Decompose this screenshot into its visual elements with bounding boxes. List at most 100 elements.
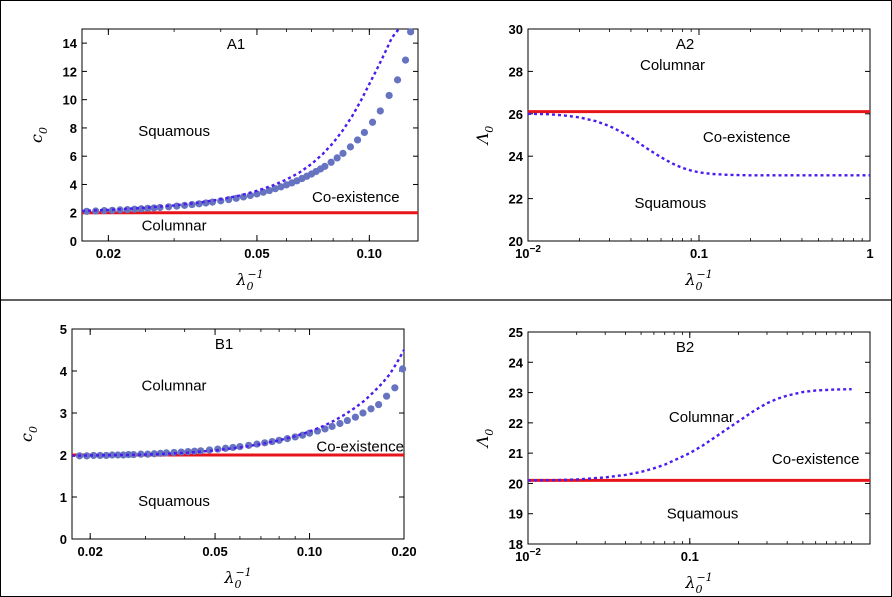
data-point	[385, 91, 393, 100]
x-axis-title: λ0−1	[235, 268, 263, 293]
y-tick-label: 20	[509, 476, 523, 491]
region-label: Squamous	[138, 123, 210, 140]
region-label: Co-existence	[772, 451, 860, 468]
x-axis-title: λ0−1	[684, 268, 712, 293]
x-axis-title-superscript: −1	[696, 571, 712, 584]
y-tick-label: 26	[509, 107, 523, 122]
data-point	[367, 405, 375, 413]
x-axis-title: λ0−1	[223, 566, 251, 591]
region-label: Columnar	[640, 57, 705, 74]
x-axis-title-superscript: −1	[696, 268, 712, 281]
y-axis-title-subscript: 0	[27, 426, 40, 433]
region-label: Squamous	[138, 493, 210, 510]
x-tick-label: 0.1	[681, 549, 699, 564]
data-point	[83, 207, 91, 215]
data-point	[144, 450, 152, 458]
y-tick-label: 2	[60, 448, 67, 463]
x-tick-label: 0.05	[244, 246, 269, 261]
data-point	[336, 419, 344, 428]
data-point	[346, 143, 355, 151]
data-point	[391, 384, 399, 392]
x-axis-title-subscript: 0	[695, 583, 702, 596]
data-point	[229, 443, 237, 452]
data-point	[376, 107, 384, 115]
y-axis-title: Λ0	[473, 429, 496, 450]
x-axis-title-subscript: 0	[234, 578, 241, 591]
y-tick-label: 19	[509, 507, 523, 522]
y-tick-label: 3	[60, 406, 67, 421]
y-tick-label: 24	[509, 355, 524, 370]
data-point	[268, 437, 276, 446]
data-point	[327, 158, 335, 166]
data-point	[217, 197, 225, 205]
x-tick-label: 1	[866, 246, 873, 261]
data-point	[271, 185, 279, 193]
y-tick-label: 6	[70, 149, 77, 164]
y-tick-label: 25	[509, 325, 523, 340]
y-axis-title: Λ0	[473, 126, 496, 147]
panel-b2: 18 19 20 21 22 23 24 25 10−2 0.1 Columnar Co-existe…	[473, 325, 871, 596]
dotted-curve	[527, 388, 852, 482]
data-point	[108, 451, 116, 459]
region-label: Columnar	[142, 217, 207, 234]
y-tick-label: 18	[509, 537, 523, 552]
data-point	[401, 56, 410, 64]
panel-label: A1	[227, 36, 245, 53]
data-point	[321, 162, 329, 170]
region-label: Co-existence	[703, 129, 791, 146]
y-tick-label: 0	[60, 532, 67, 547]
data-point	[353, 136, 362, 144]
y-tick-label: 28	[509, 64, 523, 79]
dotted-curve	[527, 112, 870, 177]
data-point	[275, 436, 283, 444]
data-point	[393, 76, 402, 84]
x-tick-label-exponent: −2	[530, 547, 542, 558]
y-tick-label: 2	[70, 206, 77, 221]
data-point	[328, 422, 336, 431]
x-tick-label: 0.02	[78, 544, 103, 559]
region-label: Squamous	[634, 195, 706, 212]
x-axis-title: λ0−1	[684, 571, 712, 596]
region-label: Squamous	[667, 506, 739, 523]
data-point	[253, 440, 261, 448]
data-point	[359, 409, 367, 417]
data-point	[343, 416, 351, 425]
panel-a2: 20 22 24 26 28 30 10−2 0.1 1 Columnar Co-existence…	[473, 22, 874, 293]
x-tick-label: 0.20	[391, 544, 416, 559]
panel-label: A2	[676, 36, 694, 53]
data-point	[277, 183, 285, 191]
data-point	[150, 450, 158, 458]
y-axis-title: c0	[17, 426, 40, 442]
data-point	[351, 413, 359, 421]
y-tick-label: 8	[70, 121, 77, 136]
x-tick-label: 0.02	[96, 246, 121, 261]
data-point	[368, 118, 377, 126]
x-axis-title-superscript: −1	[235, 566, 251, 579]
x-tick-label: 0.05	[202, 544, 227, 559]
y-axis-title-subscript: 0	[483, 429, 496, 436]
y-tick-label: 30	[509, 22, 523, 37]
x-axis-title-subscript: 0	[695, 280, 702, 293]
panel-b1: 0 1 2 3 4 5 0.02 0.05 0.10 0.20 Columnar Co-existen…	[17, 322, 417, 591]
y-tick-label: 1	[60, 490, 67, 505]
plot-frame	[527, 331, 871, 545]
data-point	[89, 451, 98, 460]
y-tick-label: 22	[509, 416, 523, 431]
x-tick-label: 0.1	[690, 246, 708, 261]
x-tick-label: 10−2	[515, 547, 541, 564]
y-tick-label: 21	[509, 446, 523, 461]
y-tick-label: 14	[63, 36, 78, 51]
y-tick-label: 10	[63, 93, 77, 108]
panel-label: B2	[676, 339, 694, 356]
plot-frame	[71, 328, 405, 540]
x-tick-label-exponent: −2	[530, 244, 542, 255]
y-axis-title: c0	[27, 127, 50, 143]
panel-a1: 0 2 4 6 8 10 12 14 0.02 0.05 0.10 Squamous Co-existe…	[27, 28, 419, 293]
x-axis-title-superscript: −1	[247, 268, 263, 281]
y-axis-title-subscript: 0	[37, 127, 50, 134]
x-tick-label: 0.10	[357, 246, 382, 261]
region-label: Co-existence	[312, 189, 400, 206]
dotted-curve	[81, 28, 400, 213]
x-tick-label: 10−2	[515, 244, 541, 261]
